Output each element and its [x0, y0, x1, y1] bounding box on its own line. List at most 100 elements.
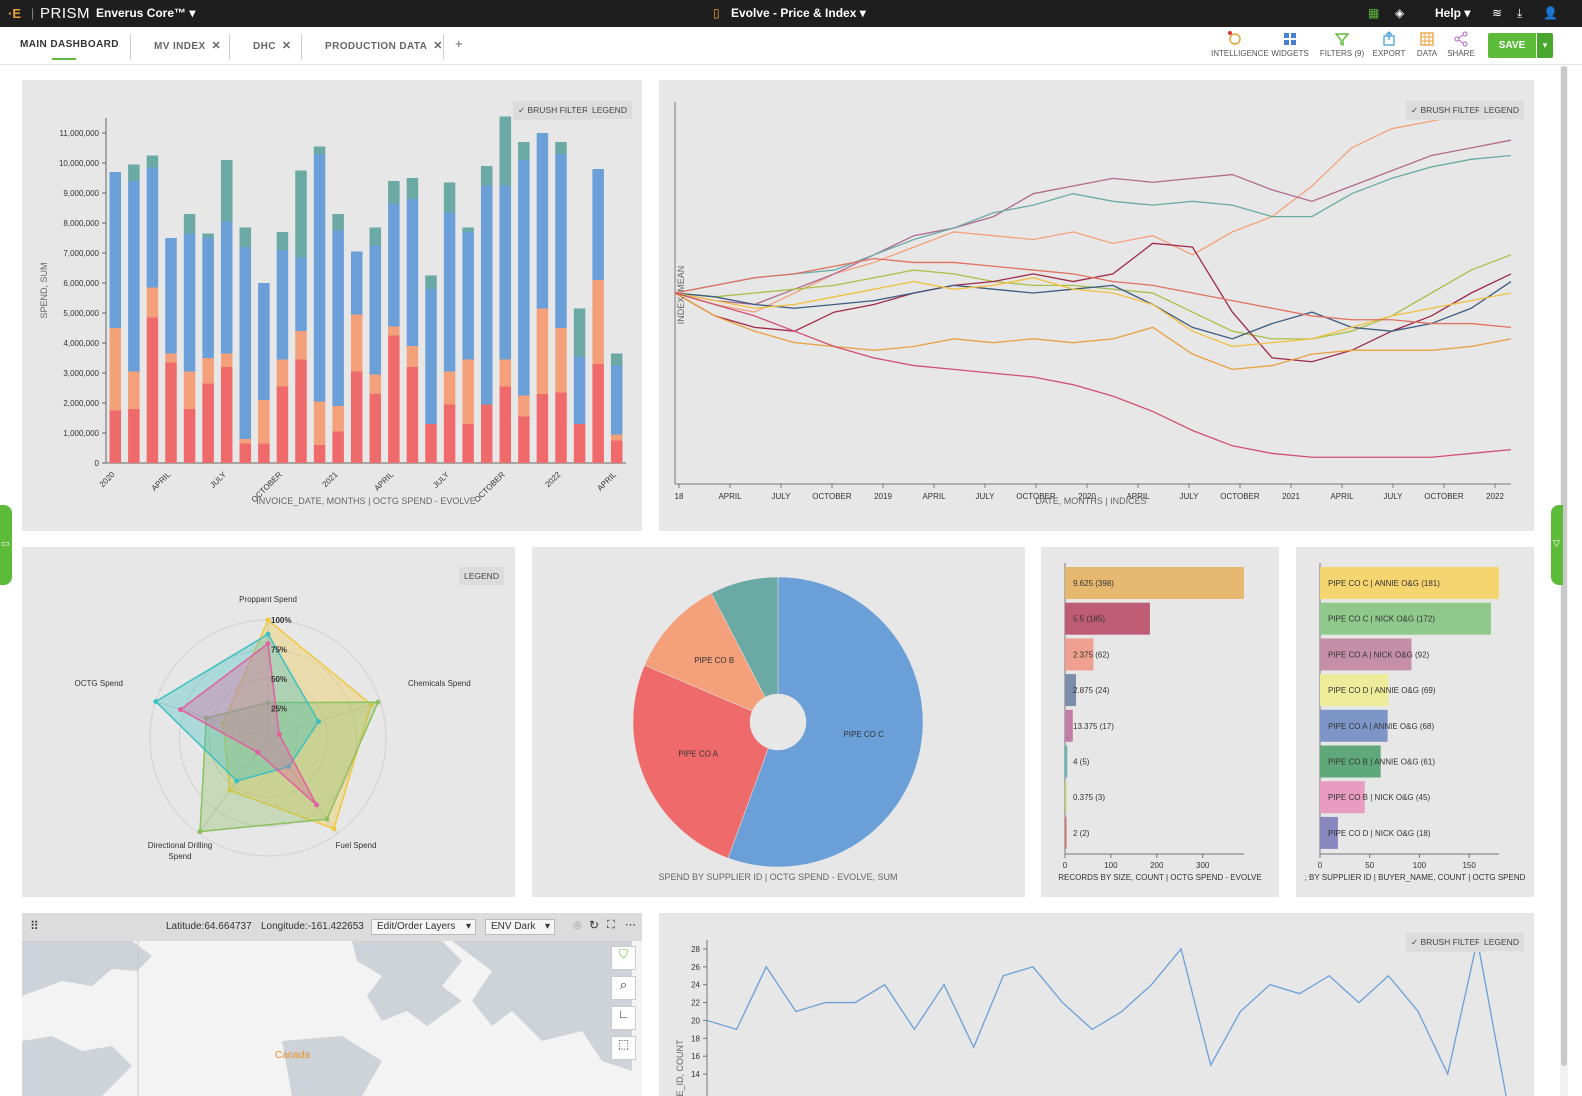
user-icon[interactable]: 👤 — [1543, 6, 1558, 20]
active-tab-indicator — [52, 58, 76, 60]
count-line-chart[interactable]: 14 16 18 20 22 24 26 28 E_ID, COUNT — [659, 913, 1534, 1096]
spend-stacked-bar-chart[interactable]: 0 1,000,000 2,000,000 3,000,000 4,000,000 5,0… — [22, 80, 642, 531]
bar-segment — [425, 424, 437, 463]
tab-dhc[interactable]: DHC ✕ — [253, 39, 292, 52]
document-title-menu[interactable]: Evolve - Price & Index ▾ — [731, 0, 866, 27]
legend-button[interactable]: LEGEND — [1479, 933, 1524, 951]
layers-icon[interactable]: ≋ — [1492, 6, 1503, 20]
y-tick-label: 5,000,000 — [63, 309, 99, 318]
hbar-label: 2.375 (62) — [1073, 650, 1110, 659]
right-filter-panel-toggle[interactable]: ▽ — [1551, 505, 1563, 585]
supplier-donut-chart[interactable]: PIPE CO C PIPE CO A PIPE CO B SPEND BY SUPP… — [532, 547, 1025, 897]
x-tick-label: APRIL — [1330, 492, 1354, 501]
index-line-chart[interactable]: 18 APRIL JULY OCTOBER 2019 APRIL JULY OCTOBER 20… — [659, 80, 1534, 531]
compass-icon[interactable]: ◈ — [1395, 6, 1405, 20]
close-icon[interactable]: ✕ — [281, 40, 292, 52]
spend-radar-chart[interactable]: 25% 50% 75% 100% Proppant Spend Chemicals Spe… — [22, 547, 515, 897]
share-icon — [1454, 31, 1468, 47]
edit-layers-select[interactable]: Edit/Order Layers ▾ — [371, 919, 476, 935]
save-options-chevron-icon[interactable]: ▾ — [1537, 33, 1553, 58]
bar-segment — [220, 221, 233, 354]
tab-label: DHC — [253, 41, 276, 52]
scrollbar-track[interactable] — [1560, 66, 1568, 1096]
fullscreen-icon[interactable]: ⛶ — [607, 919, 615, 931]
more-options-icon[interactable]: ⋯ — [625, 919, 636, 931]
intelligence-label: INTELLIGENCE — [1211, 49, 1269, 58]
dashboard-grid-icon[interactable]: ▦ — [1368, 6, 1380, 20]
map-canvas[interactable]: Canada — [22, 941, 642, 1096]
legend-button[interactable]: LEGEND — [587, 101, 632, 119]
zoom-search-icon[interactable]: ⌕ — [611, 976, 636, 1000]
radar-point — [316, 719, 322, 725]
supplier-buyer-bar-chart[interactable]: PIPE CO C | ANNIE O&G (181) PIPE CO C | N… — [1296, 547, 1534, 897]
bar-segment — [258, 400, 270, 444]
index-series-line — [674, 254, 1512, 340]
data-button[interactable]: DATA — [1404, 31, 1450, 58]
widgets-button[interactable]: WIDGETS — [1267, 31, 1313, 58]
info-icon[interactable]: ◎ — [573, 920, 582, 931]
share-button[interactable]: SHARE — [1438, 31, 1484, 58]
records-by-size-bar-chart[interactable]: 9.625 (398) 5.5 (185) 2.375 (62) 2.875 (24)… — [1041, 547, 1279, 897]
intelligence-button[interactable]: INTELLIGENCE — [1211, 31, 1269, 58]
product-name: PRISM — [40, 5, 91, 22]
index-series-line — [674, 242, 1512, 363]
close-icon[interactable]: ✕ — [433, 40, 443, 52]
legend-button[interactable]: LEGEND — [459, 567, 504, 585]
tab-mv-index[interactable]: MV INDEX ✕ — [154, 39, 221, 52]
help-menu[interactable]: Help ▾ — [1435, 6, 1471, 20]
hbar-label: 2 (2) — [1073, 829, 1090, 838]
tab-divider — [443, 34, 444, 60]
close-icon[interactable]: ✕ — [211, 40, 222, 52]
bar-segment — [425, 275, 437, 289]
bar-segment — [165, 353, 177, 363]
bar-segment — [202, 358, 214, 384]
brush-filter-button[interactable]: ✓ BRUSH FILTER — [1406, 101, 1487, 120]
enverus-logo-icon[interactable]: ·E — [8, 6, 21, 21]
bar-segment — [183, 233, 196, 372]
map-layers-icon[interactable]: ⛉ — [611, 946, 636, 970]
brush-filter-button[interactable]: ✓ BRUSH FILTER — [1406, 933, 1487, 952]
hbar — [1065, 745, 1068, 778]
widgets-icon — [1284, 33, 1296, 45]
map-water-area — [22, 941, 152, 996]
left-panel-toggle[interactable]: ▭ — [0, 505, 12, 585]
bar-segment — [406, 199, 419, 346]
refresh-icon[interactable]: ↻ — [589, 918, 600, 932]
brush-filter-button[interactable]: ✓ BRUSH FILTER — [513, 101, 594, 120]
y-tick-label: 11,000,000 — [60, 129, 100, 138]
hbar-label: 2.875 (24) — [1073, 686, 1110, 695]
tab-production-data[interactable]: PRODUCTION DATA ✕ — [325, 39, 443, 52]
tab-main-dashboard[interactable]: MAIN DASHBOARD — [20, 39, 119, 50]
y-tick-label: 14 — [691, 1070, 700, 1079]
book-icon: ▯ — [713, 6, 720, 20]
y-tick-label: 18 — [691, 1034, 700, 1043]
hbar-label: PIPE CO B | NICK O&G (45) — [1328, 793, 1430, 802]
bar-segment — [332, 406, 344, 432]
basemap-select[interactable]: ENV Dark ▾ — [485, 919, 555, 935]
legend-button[interactable]: LEGEND — [1479, 101, 1524, 119]
scrollbar-thumb[interactable] — [1561, 66, 1567, 1066]
workspace-menu[interactable]: Enverus Core™ ▾ — [96, 0, 195, 27]
bar-segment — [276, 359, 289, 387]
hbar — [1065, 709, 1073, 742]
bar-segment — [443, 404, 456, 463]
filters-button[interactable]: FILTERS (9) — [1318, 31, 1366, 58]
bar-segment — [128, 409, 140, 463]
tab-divider — [301, 34, 302, 60]
select-box-icon[interactable]: ⬚ — [611, 1036, 636, 1060]
bar-segment — [239, 247, 252, 439]
measure-icon[interactable]: ∟ — [611, 1006, 636, 1030]
drag-handle-icon[interactable]: ⠿ — [30, 919, 39, 933]
export-button[interactable]: EXPORT — [1366, 31, 1412, 58]
add-tab-icon[interactable]: + — [455, 36, 463, 51]
radar-point — [227, 788, 233, 794]
supplier-buyer-panel: PIPE CO C | ANNIE O&G (181) PIPE CO C | N… — [1296, 547, 1534, 897]
bar-segment — [276, 250, 289, 360]
y-tick-label: 3,000,000 — [63, 369, 99, 378]
chevron-down-icon: ▾ — [544, 921, 550, 932]
download-icon[interactable]: ⤓ — [1517, 6, 1523, 20]
radar-point — [286, 764, 292, 770]
save-button[interactable]: SAVE — [1488, 33, 1536, 58]
bar-segment — [332, 214, 344, 231]
pie-slice — [644, 592, 766, 712]
